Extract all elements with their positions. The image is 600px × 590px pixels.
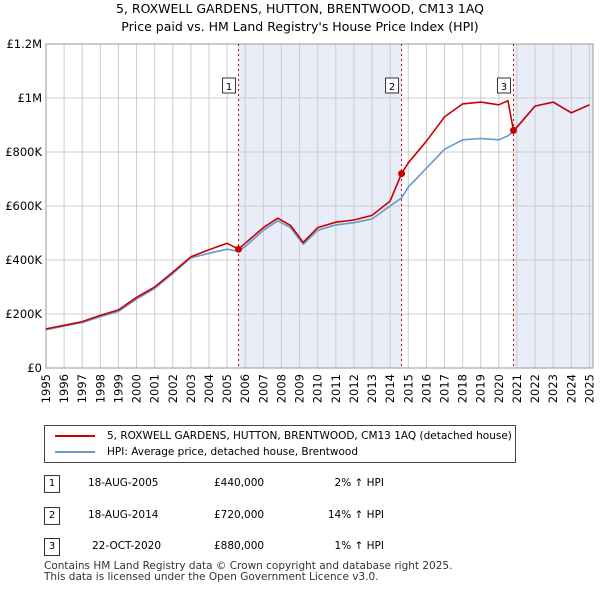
x-tick-label: 2017 bbox=[437, 374, 451, 403]
x-tick-label: 2009 bbox=[293, 374, 307, 403]
plot-frame bbox=[45, 43, 594, 369]
transaction-hpi: 1% ↑ HPI bbox=[334, 540, 384, 552]
sale-label: 1 bbox=[226, 82, 232, 93]
y-tick-label: £800K bbox=[5, 145, 42, 159]
y-tick-label: £1M bbox=[17, 91, 42, 105]
x-tick-label: 2020 bbox=[492, 374, 506, 403]
x-tick-label: 2003 bbox=[184, 374, 198, 403]
legend-swatch-hpi bbox=[55, 451, 95, 453]
x-tick-label: 1997 bbox=[75, 374, 89, 403]
x-tick-label: 2013 bbox=[365, 374, 379, 403]
x-tick-label: 2000 bbox=[130, 374, 144, 403]
sale-point bbox=[398, 170, 406, 178]
transaction-number: 1 bbox=[44, 475, 60, 493]
sale-label: 3 bbox=[501, 82, 507, 93]
legend-item-property: 5, ROXWELL GARDENS, HUTTON, BRENTWOOD, C… bbox=[55, 428, 512, 444]
price-chart: 5, ROXWELL GARDENS, HUTTON, BRENTWOOD, C… bbox=[5, 1, 596, 403]
sale-label: 2 bbox=[389, 82, 395, 93]
transaction-row: 1 18-AUG-2005 £440,000 2% ↑ HPI bbox=[44, 475, 404, 493]
x-tick-label: 2004 bbox=[202, 374, 216, 403]
footer-licence: This data is licensed under the Open Gov… bbox=[44, 571, 379, 583]
x-tick-label: 2019 bbox=[474, 374, 488, 403]
y-tick-label: £1.2M bbox=[6, 37, 42, 51]
series-line-property bbox=[45, 99, 590, 330]
transaction-date: 22-OCT-2020 bbox=[92, 540, 161, 552]
transaction-date: 18-AUG-2005 bbox=[88, 477, 159, 489]
y-tick-label: £600K bbox=[5, 199, 42, 213]
x-tick-label: 2010 bbox=[311, 374, 325, 403]
transaction-row: 3 22-OCT-2020 £880,000 1% ↑ HPI bbox=[44, 538, 404, 556]
sale-label-box bbox=[222, 77, 237, 94]
x-tick-label: 2011 bbox=[329, 374, 343, 403]
footer: Contains HM Land Registry data © Crown c… bbox=[44, 561, 452, 583]
x-tick-label: 2015 bbox=[401, 374, 415, 403]
transaction-price: £880,000 bbox=[214, 540, 265, 552]
chart-subtitle: Price paid vs. HM Land Registry's House … bbox=[121, 19, 478, 34]
x-tick-label: 1998 bbox=[93, 374, 107, 403]
x-tick-label: 2007 bbox=[256, 374, 270, 403]
sale-point bbox=[235, 245, 243, 253]
sale-label-box bbox=[496, 77, 511, 94]
x-tick-label: 2006 bbox=[238, 374, 252, 403]
footer-copyright: Contains HM Land Registry data © Crown c… bbox=[44, 560, 453, 572]
x-tick-label: 2021 bbox=[510, 374, 524, 403]
transaction-hpi: 2% ↑ HPI bbox=[334, 477, 384, 489]
legend-label-hpi: HPI: Average price, detached house, Bren… bbox=[107, 446, 358, 458]
x-tick-label: 2022 bbox=[528, 374, 542, 403]
transaction-price: £440,000 bbox=[214, 477, 265, 489]
transaction-date: 18-AUG-2014 bbox=[88, 509, 159, 521]
x-tick-label: 1995 bbox=[39, 374, 53, 403]
legend-item-hpi: HPI: Average price, detached house, Bren… bbox=[55, 444, 358, 460]
y-tick-label: £200K bbox=[5, 307, 42, 321]
transaction-price: £720,000 bbox=[214, 509, 265, 521]
transaction-number: 2 bbox=[44, 507, 60, 525]
series-line-hpi bbox=[45, 101, 590, 331]
y-tick-label: £0 bbox=[27, 361, 42, 375]
transaction-hpi: 14% ↑ HPI bbox=[327, 509, 384, 521]
transaction-row: 2 18-AUG-2014 £720,000 14% ↑ HPI bbox=[44, 507, 404, 525]
x-tick-label: 2018 bbox=[456, 374, 470, 403]
x-tick-label: 2012 bbox=[347, 374, 361, 403]
legend-swatch-property bbox=[55, 435, 95, 437]
y-tick-label: £400K bbox=[5, 253, 42, 267]
x-tick-label: 2005 bbox=[220, 374, 234, 403]
sale-label-box bbox=[385, 77, 400, 94]
x-tick-label: 2014 bbox=[383, 374, 397, 403]
x-tick-label: 1996 bbox=[57, 374, 71, 403]
x-tick-label: 2008 bbox=[274, 374, 288, 403]
x-tick-label: 2016 bbox=[419, 374, 433, 403]
x-tick-label: 2001 bbox=[148, 374, 162, 403]
chart-title: 5, ROXWELL GARDENS, HUTTON, BRENTWOOD, C… bbox=[116, 1, 484, 16]
x-tick-label: 1999 bbox=[111, 374, 125, 403]
legend: 5, ROXWELL GARDENS, HUTTON, BRENTWOOD, C… bbox=[44, 425, 516, 463]
transaction-number: 3 bbox=[44, 538, 60, 556]
x-tick-label: 2002 bbox=[166, 374, 180, 403]
sale-point bbox=[509, 126, 517, 134]
x-tick-label: 2025 bbox=[582, 374, 596, 403]
x-tick-label: 2023 bbox=[546, 374, 560, 403]
x-tick-label: 2024 bbox=[564, 374, 578, 403]
legend-label-property: 5, ROXWELL GARDENS, HUTTON, BRENTWOOD, C… bbox=[107, 430, 512, 442]
